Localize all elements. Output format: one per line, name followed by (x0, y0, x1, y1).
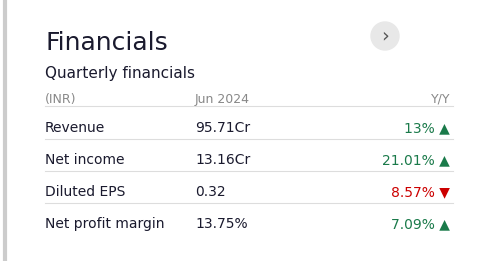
Text: Diluted EPS: Diluted EPS (45, 185, 125, 199)
Text: 13.16Cr: 13.16Cr (195, 153, 250, 167)
Text: Y/Y: Y/Y (430, 93, 450, 106)
Text: 13% ▲: 13% ▲ (404, 121, 450, 135)
Text: 13.75%: 13.75% (195, 217, 248, 231)
Text: 7.09% ▲: 7.09% ▲ (391, 217, 450, 231)
Text: (INR): (INR) (45, 93, 77, 106)
Text: 21.01% ▲: 21.01% ▲ (382, 153, 450, 167)
Text: Net profit margin: Net profit margin (45, 217, 164, 231)
Text: ›: › (381, 27, 389, 45)
Text: Quarterly financials: Quarterly financials (45, 66, 195, 81)
Text: Financials: Financials (45, 31, 168, 55)
Text: Jun 2024: Jun 2024 (195, 93, 250, 106)
Circle shape (371, 22, 399, 50)
Text: 0.32: 0.32 (195, 185, 226, 199)
Text: 8.57% ▼: 8.57% ▼ (391, 185, 450, 199)
Text: Revenue: Revenue (45, 121, 105, 135)
Text: Net income: Net income (45, 153, 124, 167)
Text: 95.71Cr: 95.71Cr (195, 121, 250, 135)
